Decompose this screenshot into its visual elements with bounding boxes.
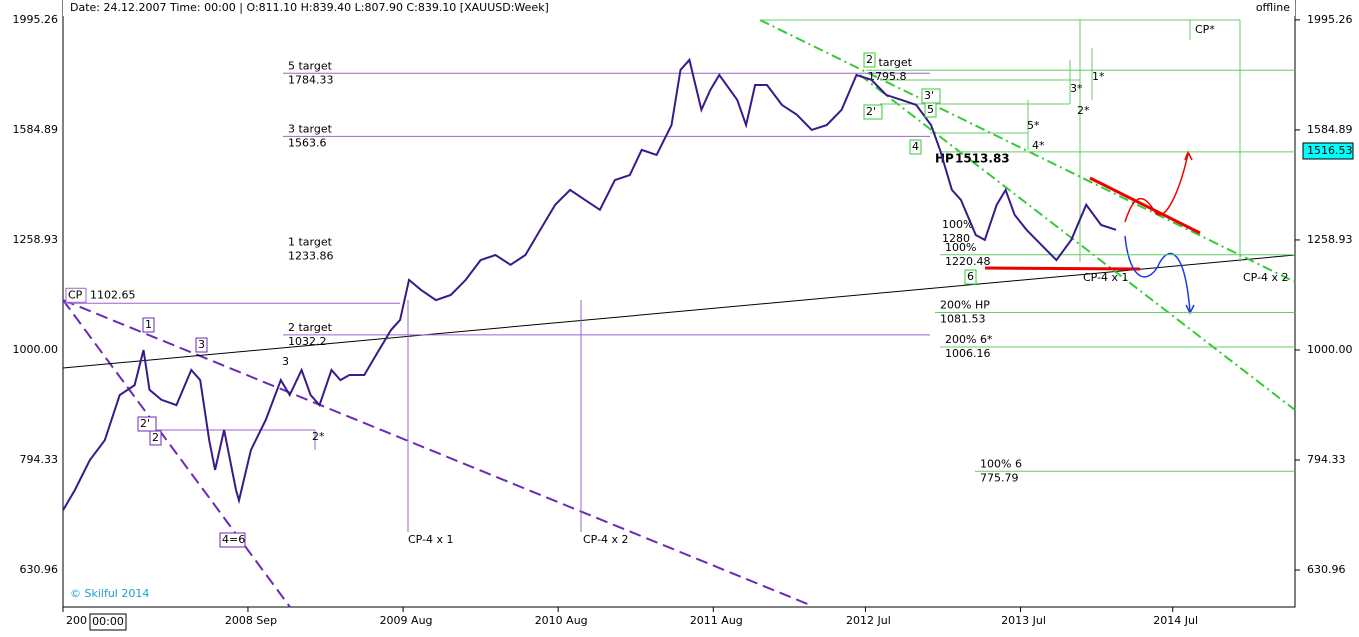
x-tick-label: 2013 Jul bbox=[1001, 614, 1046, 627]
wave-label: 2 bbox=[152, 431, 159, 444]
x-tick-label: 2014 Jul bbox=[1153, 614, 1198, 627]
y-tick-label: 630.96 bbox=[20, 563, 59, 576]
level-name: 5 target bbox=[288, 59, 333, 72]
level-value: 775.79 bbox=[980, 471, 1019, 484]
level-name: CP bbox=[68, 288, 83, 301]
drawings bbox=[62, 19, 1296, 608]
level-name: 2 target bbox=[868, 56, 913, 69]
y-tick-label: 1584.89 bbox=[13, 123, 59, 136]
level-name: 200% 6* bbox=[945, 333, 993, 346]
time-box bbox=[89, 613, 127, 631]
wave-box bbox=[142, 317, 155, 333]
annotation: CP-4 x 2 bbox=[583, 533, 629, 546]
x-tick-label: 200 bbox=[66, 614, 87, 627]
wave-box bbox=[924, 102, 937, 118]
wave-label: 4=6 bbox=[222, 533, 245, 546]
wave-box bbox=[909, 139, 922, 155]
red-line bbox=[1089, 176, 1201, 235]
level-name: 2 target bbox=[288, 321, 333, 334]
copyright: © Skilful 2014 bbox=[70, 587, 149, 600]
wave-box bbox=[137, 416, 157, 432]
level-value: 1006.16 bbox=[945, 347, 991, 360]
wave-label: 5* bbox=[1027, 119, 1040, 132]
annotation: CP-4 x 1 bbox=[1083, 271, 1129, 284]
wave-label: 3* bbox=[1070, 82, 1083, 95]
scenario-arrow bbox=[1124, 153, 1189, 223]
wave-label: 1 bbox=[145, 318, 152, 331]
x-tick-label: 2012 Jul bbox=[846, 614, 891, 627]
price-line bbox=[62, 57, 1117, 511]
level-value: 1563.6 bbox=[288, 136, 327, 149]
level-value: 1220.48 bbox=[945, 255, 991, 268]
y-tick-label: 1995.26 bbox=[13, 13, 59, 26]
wave-label: 3 bbox=[198, 338, 205, 351]
scenario-arrow bbox=[1124, 235, 1191, 313]
wave-label: 2* bbox=[1077, 104, 1090, 117]
trend-line bbox=[62, 299, 291, 608]
level-name: 100% bbox=[945, 241, 976, 254]
wave-label: 3' bbox=[924, 89, 934, 102]
wave-box bbox=[219, 532, 246, 548]
wave-box bbox=[964, 269, 977, 285]
level-value: 1784.33 bbox=[288, 73, 334, 86]
annotation: CP* bbox=[1195, 23, 1215, 36]
level-value: 1795.8 bbox=[868, 70, 907, 83]
y-tick-label: 1584.89 bbox=[1307, 123, 1353, 136]
level-name: HP bbox=[935, 151, 954, 165]
y-tick-label: 1000.00 bbox=[13, 343, 59, 356]
y-tick-label: 630.96 bbox=[1307, 563, 1346, 576]
level-value: 1081.53 bbox=[940, 313, 986, 326]
wave-label: 2 bbox=[866, 53, 873, 66]
level-value: 1102.65 bbox=[90, 288, 136, 301]
level-value: 1233.86 bbox=[288, 250, 334, 263]
y-tick-label: 794.33 bbox=[1307, 453, 1346, 466]
y-tick-label: 1995.26 bbox=[1307, 13, 1353, 26]
channel-line bbox=[859, 74, 1296, 411]
wave-label: 4* bbox=[1032, 139, 1045, 152]
wave-box bbox=[863, 104, 883, 120]
wave-label: 2' bbox=[140, 417, 150, 430]
crosshair-time: 00:00 bbox=[92, 615, 124, 628]
y-tick-label: 1258.93 bbox=[1307, 233, 1353, 246]
wave-label: 5 bbox=[927, 103, 934, 116]
y-tick-label: 794.33 bbox=[20, 453, 59, 466]
last-price: 1516.53 bbox=[1307, 144, 1353, 157]
wave-label: 2' bbox=[866, 105, 876, 118]
label-box bbox=[65, 287, 87, 303]
wave-box bbox=[149, 430, 162, 446]
level-value: 1032.2 bbox=[288, 335, 327, 348]
x-tick-label: 2010 Aug bbox=[535, 614, 588, 627]
trend-line bbox=[62, 299, 811, 606]
wave-label: 6 bbox=[967, 270, 974, 283]
wave-label: 2* bbox=[312, 430, 325, 443]
wave-label: 1* bbox=[1092, 70, 1105, 83]
trend-line bbox=[62, 254, 1296, 369]
wave-box bbox=[863, 52, 876, 68]
level-name: 200% HP bbox=[940, 299, 990, 312]
annotation: CP-4 x 1 bbox=[408, 533, 454, 546]
level-value: 1280 bbox=[942, 232, 970, 245]
y-tick-label: 1000.00 bbox=[1307, 343, 1353, 356]
level-name: 100% 6 bbox=[980, 457, 1022, 470]
annotation: CP-4 x 2 bbox=[1243, 271, 1289, 284]
level-value: 1513.83 bbox=[955, 151, 1010, 165]
level-name: 100% bbox=[942, 218, 973, 231]
level-name: 3 target bbox=[288, 122, 333, 135]
last-price-box bbox=[1302, 142, 1354, 160]
level-name: 1 target bbox=[288, 236, 333, 249]
x-tick-label: 2009 Aug bbox=[380, 614, 433, 627]
header-info: Date: 24.12.2007 Time: 00:00 | O:811.10 … bbox=[70, 1, 549, 14]
status: offline bbox=[1256, 1, 1290, 14]
wave-label: 3 bbox=[282, 355, 289, 368]
wave-box bbox=[195, 337, 208, 353]
red-line bbox=[984, 266, 1141, 271]
header-bar bbox=[63, 0, 1295, 16]
wave-label: 4 bbox=[912, 140, 919, 153]
y-tick-label: 1258.93 bbox=[13, 233, 59, 246]
x-tick-label: 2008 Sep bbox=[225, 614, 277, 627]
x-tick-label: 2011 Aug bbox=[690, 614, 743, 627]
